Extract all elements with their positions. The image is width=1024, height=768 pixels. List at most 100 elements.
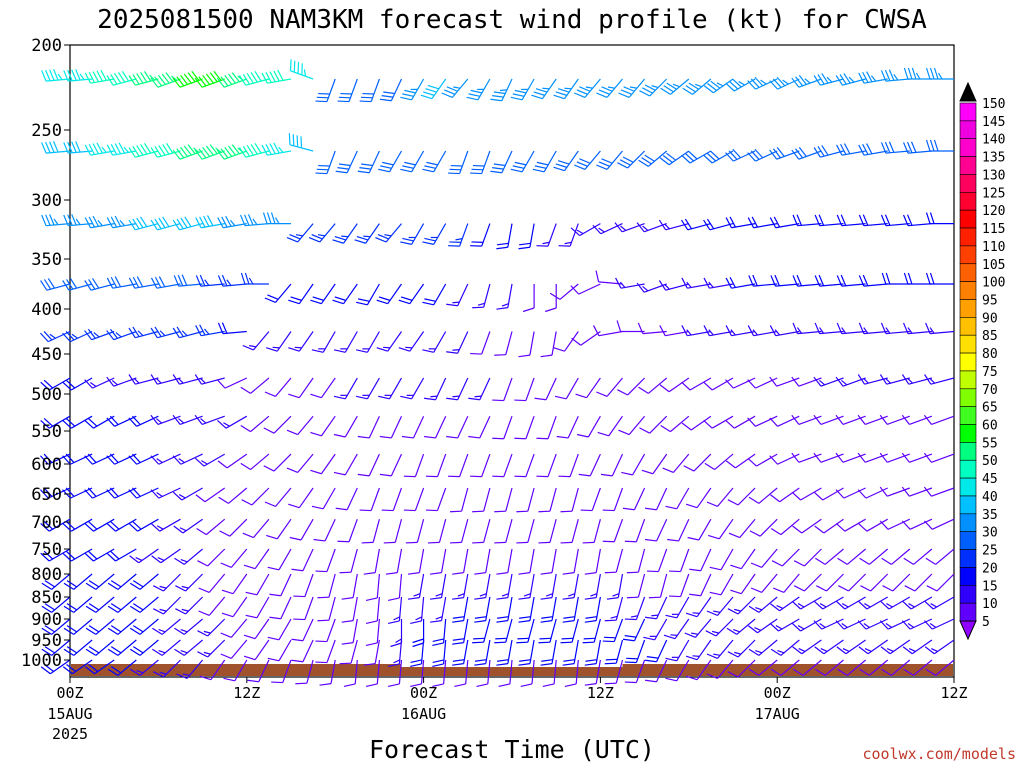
barb-feather [494, 354, 506, 356]
barb-feather [497, 242, 509, 246]
wind-barb [901, 518, 933, 530]
wind-barb [748, 487, 778, 504]
barb-feather [452, 659, 465, 662]
barb-feather [400, 241, 412, 245]
barb-feather [361, 163, 373, 167]
wind-barb [129, 659, 159, 676]
barb-feather [857, 620, 867, 630]
barb-feather [750, 78, 760, 88]
wind-barb [665, 596, 690, 619]
barb-feather [388, 683, 400, 688]
barb-feather [157, 557, 165, 562]
wind-barb [748, 596, 778, 613]
barb-shaft [114, 487, 137, 499]
barb-shaft [575, 659, 579, 684]
barb-feather [843, 143, 851, 155]
barb-feather [606, 597, 619, 600]
barb-feather [687, 536, 700, 541]
barb-feather [263, 427, 275, 434]
barb-feather [84, 217, 92, 229]
wind-barb [615, 277, 645, 289]
barb-shaft [320, 415, 336, 437]
barb-feather [734, 651, 742, 655]
barb-feather [150, 374, 158, 385]
barb-feather [216, 149, 225, 160]
colorbar-label: 85 [982, 329, 998, 344]
wind-barb [199, 659, 226, 681]
barb-feather [410, 659, 422, 664]
barb-shaft [819, 223, 844, 227]
barb-feather [474, 659, 487, 662]
barb-feather [153, 608, 164, 615]
wind-barb [357, 453, 380, 477]
barb-feather [884, 214, 891, 226]
wind-barb [514, 453, 535, 478]
barb-feather [187, 144, 196, 155]
barb-feather [612, 593, 620, 597]
barb-feather [538, 541, 551, 544]
barb-feather [217, 322, 224, 334]
barb-feather [422, 168, 434, 173]
barb-feather [197, 630, 209, 637]
barb-feather [132, 218, 140, 230]
barb-feather [432, 683, 444, 688]
barb-feather [752, 274, 758, 286]
barb-feather [41, 627, 52, 635]
y-tick-label: 950 [31, 631, 62, 651]
barb-shaft [587, 415, 601, 438]
barb-shaft [571, 618, 579, 643]
wind-barb [792, 274, 822, 287]
wind-barb [813, 618, 844, 630]
barb-feather [133, 580, 144, 588]
barb-feather [840, 274, 847, 286]
barb-shaft [529, 548, 535, 573]
barb-feather [269, 71, 276, 83]
barb-feather [908, 648, 916, 653]
barb-shaft [823, 518, 844, 534]
barb-feather [140, 72, 148, 83]
barb-shaft [298, 377, 314, 399]
barb-feather [601, 158, 613, 164]
barb-feather [733, 628, 740, 633]
barb-shaft [776, 377, 800, 387]
colorbar-label: 25 [982, 544, 998, 559]
barb-feather [730, 329, 736, 336]
barb-shaft [798, 415, 822, 425]
wind-barb [596, 150, 623, 170]
barb-feather [62, 552, 72, 562]
wind-barb [84, 453, 115, 465]
barb-feather [405, 541, 418, 544]
barb-feather [40, 419, 50, 429]
barb-feather [221, 612, 234, 618]
wind-barb [410, 659, 425, 688]
barb-feather [107, 605, 119, 613]
barb-feather [836, 646, 847, 655]
wind-barb [542, 659, 557, 688]
barb-feather [41, 582, 52, 590]
barb-feather [446, 351, 458, 354]
wind-barb [153, 596, 181, 615]
wind-barb [536, 453, 557, 478]
wind-barb [624, 639, 646, 664]
wind-barb [85, 596, 115, 613]
colorbar-swatch [959, 370, 977, 390]
y-tick-label: 400 [31, 300, 62, 320]
barb-feather [791, 149, 800, 160]
wind-barb [310, 453, 336, 475]
barb-shaft [91, 330, 115, 341]
barb-shaft [739, 518, 756, 538]
barb-shaft [503, 377, 513, 401]
barb-shaft [304, 596, 314, 620]
wind-barb [638, 377, 668, 394]
barb-feather [713, 653, 721, 656]
wind-barb [549, 283, 579, 300]
barb-feather [292, 134, 295, 146]
barb-feather [590, 593, 598, 597]
wind-barb [107, 573, 137, 590]
barb-feather [576, 161, 588, 167]
barb-feather [156, 525, 164, 530]
wind-barb [545, 284, 557, 313]
barb-feather [220, 148, 229, 159]
barb-feather [67, 69, 73, 81]
barb-shaft [892, 573, 911, 592]
